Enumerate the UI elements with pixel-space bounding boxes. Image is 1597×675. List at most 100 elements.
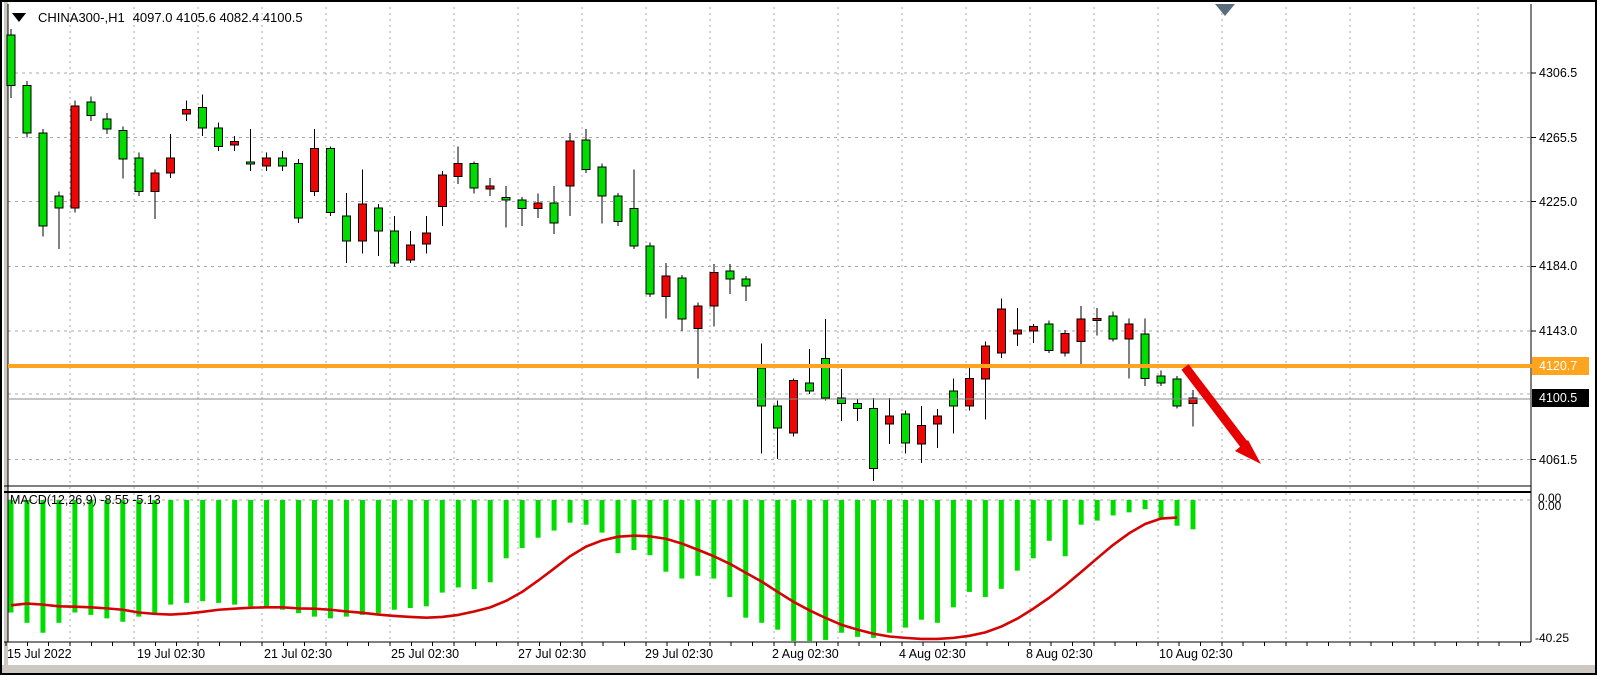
macd-histogram-bar	[391, 500, 397, 610]
candle-bearish	[1028, 325, 1038, 332]
candle-bearish	[661, 275, 671, 297]
candle-bullish	[214, 127, 224, 147]
candle-bullish	[805, 382, 815, 392]
candle-bullish	[549, 202, 559, 224]
macd-histogram-bar	[8, 500, 14, 613]
macd-histogram-bar	[535, 500, 541, 538]
macd-histogram-bar	[423, 500, 429, 607]
macd-histogram-bar	[1174, 500, 1180, 526]
macd-histogram-bar	[567, 500, 573, 523]
macd-histogram-bar	[487, 500, 493, 583]
price-tick-label: 4306.5	[1539, 66, 1578, 80]
macd-histogram-bar	[775, 500, 781, 630]
candle-bullish	[900, 413, 910, 444]
macd-histogram-bar	[934, 500, 940, 623]
candle-bearish	[262, 157, 272, 167]
macd-signal-line	[10, 516, 1178, 641]
macd-histogram-bar	[296, 500, 302, 614]
price-tick-label: 4143.0	[1539, 324, 1578, 338]
candle-bullish	[517, 199, 527, 210]
candle-bullish	[613, 195, 623, 222]
time-axis-label: 19 Jul 02:30	[137, 647, 206, 661]
candle-bearish	[1076, 318, 1086, 342]
candle-bullish	[1140, 333, 1150, 379]
macd-histogram-bar	[439, 500, 445, 593]
macd-min-label: -40.25	[1535, 631, 1570, 645]
time-axis-label: 29 Jul 02:30	[645, 647, 714, 661]
candle-bullish	[22, 85, 32, 134]
candle-bullish	[86, 101, 96, 117]
candle-bullish	[278, 157, 288, 167]
time-axis-label: 27 Jul 02:30	[518, 647, 587, 661]
macd-histogram-bar	[72, 500, 78, 613]
macd-histogram-bar	[1078, 500, 1084, 525]
macd-histogram-bar	[88, 500, 94, 615]
macd-histogram-bar	[839, 500, 845, 633]
candle-bullish	[725, 270, 735, 280]
macd-histogram-bar	[887, 500, 893, 633]
candle-bearish	[357, 203, 367, 242]
macd-histogram-bar	[647, 500, 653, 556]
macd-histogram-bar	[1014, 500, 1020, 571]
candle-bullish	[325, 148, 335, 214]
macd-histogram-bar	[1094, 500, 1100, 521]
candle-bearish	[1012, 329, 1022, 335]
macd-histogram-bar	[902, 500, 908, 628]
candle-bullish	[853, 403, 863, 409]
macd-histogram-bar	[583, 500, 589, 525]
candle-bearish	[980, 345, 990, 380]
macd-histogram-bar	[120, 500, 126, 622]
symbol-dropdown-icon[interactable]	[12, 12, 26, 22]
candle-bullish	[246, 161, 256, 165]
candle-bearish	[166, 157, 176, 174]
candle-bullish	[6, 34, 16, 87]
macd-zero-label-2: 0.00	[1538, 499, 1562, 513]
macd-histogram-bar	[807, 500, 813, 641]
candle-bullish	[294, 163, 304, 219]
macd-histogram-bar	[200, 500, 206, 602]
candle-bearish	[1124, 323, 1134, 340]
macd-histogram-bar	[615, 500, 621, 554]
macd-histogram-bar	[519, 500, 525, 549]
macd-histogram-bar	[631, 500, 637, 551]
macd-histogram-bar	[1046, 500, 1052, 541]
candle-bullish	[54, 195, 64, 209]
chart-title-bar: CHINA300-,H1 4097.0 4105.6 4082.4 4100.5	[12, 8, 303, 26]
candle-bearish	[996, 308, 1006, 354]
candle-bearish	[885, 415, 895, 425]
macd-histogram-bar	[855, 500, 861, 637]
candle-bearish	[1092, 317, 1102, 322]
symbol-title: CHINA300-,H1	[38, 9, 125, 25]
macd-histogram-bar	[24, 500, 30, 623]
macd-histogram-bar	[104, 500, 110, 619]
trend-arrow[interactable]	[1181, 364, 1250, 450]
candle-bullish	[118, 130, 128, 160]
candle-bearish	[916, 425, 926, 445]
candle-bullish	[1156, 375, 1166, 384]
candle-bearish	[709, 272, 719, 307]
candle-bullish	[948, 390, 958, 407]
candle-bullish	[869, 407, 879, 469]
candle-bullish	[389, 230, 399, 264]
current-price-badge: 4100.5	[1532, 389, 1589, 407]
candle-bearish	[932, 415, 942, 425]
candle-bullish	[741, 278, 751, 287]
time-axis-label: 8 Aug 02:30	[1026, 647, 1093, 661]
candle-bearish	[565, 140, 575, 187]
macd-histogram-bar	[966, 500, 972, 592]
macd-histogram-bar	[216, 500, 222, 603]
trend-arrow-head[interactable]	[1235, 440, 1261, 464]
macd-histogram-bar	[1158, 500, 1164, 518]
time-axis-label: 2 Aug 02:30	[772, 647, 839, 661]
macd-histogram-bar	[551, 500, 557, 531]
candle-bearish	[150, 172, 160, 192]
candle-bearish	[421, 232, 431, 245]
price-tick-label: 4225.0	[1539, 194, 1578, 209]
macd-histogram-bar	[1110, 500, 1116, 516]
macd-histogram-bar	[982, 500, 988, 598]
candle-bearish	[230, 141, 240, 146]
candle-bullish	[1044, 323, 1054, 352]
scroll-marker-icon[interactable]	[1215, 4, 1235, 16]
